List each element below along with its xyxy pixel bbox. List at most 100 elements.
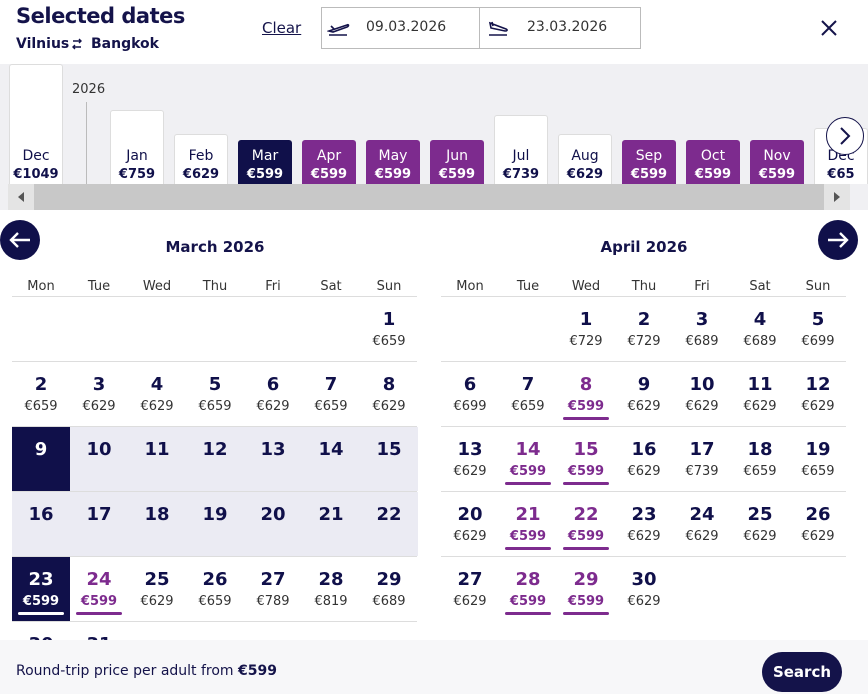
next-month[interactable] xyxy=(818,220,858,260)
day-cell[interactable]: 16 €629 xyxy=(615,427,673,491)
day-cell[interactable]: 17 xyxy=(70,492,128,556)
day-cell[interactable]: 30 €629 xyxy=(615,557,673,621)
day-cell[interactable]: 21 €599 xyxy=(499,492,557,556)
month-bar[interactable]: Sep €599 xyxy=(622,140,676,184)
day-cell[interactable]: 3 €689 xyxy=(673,297,731,361)
day-cell[interactable]: 18 €659 xyxy=(731,427,789,491)
month-bar[interactable]: Aug €629 xyxy=(558,134,612,184)
day-price: €739 xyxy=(685,464,719,479)
day-cell[interactable]: 10 xyxy=(70,427,128,491)
month-bar[interactable]: Jun €599 xyxy=(430,140,484,184)
day-cell[interactable]: 20 xyxy=(244,492,302,556)
day-cell[interactable]: 29 €599 xyxy=(557,557,615,621)
day-cell[interactable]: 14 €599 xyxy=(499,427,557,491)
day-cell[interactable]: 29 €689 xyxy=(360,557,418,621)
day-cell[interactable]: 13 xyxy=(244,427,302,491)
day-cell[interactable]: 17 €739 xyxy=(673,427,731,491)
day-cell[interactable]: 23 €599 xyxy=(12,557,70,621)
day-cell[interactable]: 2 €659 xyxy=(12,362,70,426)
day-cell[interactable]: 19 €659 xyxy=(789,427,847,491)
strip-next[interactable] xyxy=(826,117,864,155)
day-cell[interactable]: 26 €659 xyxy=(186,557,244,621)
day-number: 1 xyxy=(579,309,593,330)
depart-date[interactable]: 09.03.2026 xyxy=(366,19,447,35)
day-number: 24 xyxy=(689,504,715,525)
day-cell[interactable]: 28 €819 xyxy=(302,557,360,621)
month-bar[interactable]: Dec €1049 xyxy=(9,64,63,184)
close-button[interactable] xyxy=(820,19,838,37)
day-cell[interactable]: 9 €629 xyxy=(615,362,673,426)
month-bar[interactable]: Nov €599 xyxy=(750,140,804,184)
day-cell[interactable]: 13 €629 xyxy=(441,427,499,491)
day-cell[interactable]: 7 €659 xyxy=(499,362,557,426)
day-cell[interactable]: 7 €659 xyxy=(302,362,360,426)
prev-month[interactable] xyxy=(0,220,40,260)
day-cell[interactable]: 15 xyxy=(360,427,418,491)
day-number: 1 xyxy=(382,309,396,330)
month-bar[interactable]: Oct €599 xyxy=(686,140,740,184)
date-inputs xyxy=(321,7,641,49)
month-bar[interactable]: Mar €599 xyxy=(238,140,292,184)
day-cell[interactable]: 26 €629 xyxy=(789,492,847,556)
clear-button[interactable]: Clear xyxy=(262,19,302,37)
day-cell[interactable]: 28 €599 xyxy=(499,557,557,621)
day-number: 28 xyxy=(515,569,541,590)
day-cell[interactable]: 15 €599 xyxy=(557,427,615,491)
day-cell[interactable]: 4 €629 xyxy=(128,362,186,426)
search-button[interactable]: Search xyxy=(762,652,842,692)
day-cell[interactable]: 22 xyxy=(360,492,418,556)
month-label: Oct xyxy=(700,148,726,164)
day-cell[interactable]: 14 xyxy=(302,427,360,491)
scroll-right[interactable] xyxy=(824,184,850,210)
day-cell[interactable]: 1 €729 xyxy=(557,297,615,361)
day-cell[interactable]: 12 €629 xyxy=(789,362,847,426)
month-price: €629 xyxy=(182,167,220,182)
scroll-left[interactable] xyxy=(8,184,34,210)
month-bar[interactable]: Jan €759 xyxy=(110,110,164,184)
month-bar[interactable]: May €599 xyxy=(366,140,420,184)
day-cell[interactable]: 31 xyxy=(70,622,128,640)
day-cell[interactable]: 20 €629 xyxy=(441,492,499,556)
day-cell[interactable]: 11 xyxy=(128,427,186,491)
day-cell[interactable]: 6 €629 xyxy=(244,362,302,426)
day-cell[interactable]: 30 xyxy=(12,622,70,640)
day-cell[interactable]: 4 €689 xyxy=(731,297,789,361)
day-cell[interactable]: 18 xyxy=(128,492,186,556)
day-cell[interactable]: 23 €629 xyxy=(615,492,673,556)
origin: Vilnius xyxy=(16,36,70,52)
day-cell[interactable]: 24 €629 xyxy=(673,492,731,556)
weekday: Mon xyxy=(456,279,484,294)
row-line xyxy=(441,491,846,492)
day-number: 7 xyxy=(324,374,338,395)
day-cell[interactable]: 12 xyxy=(186,427,244,491)
month-price: €759 xyxy=(118,167,156,182)
month-bar[interactable]: Jul €739 xyxy=(494,115,548,184)
weekday: Thu xyxy=(631,279,657,294)
day-cell[interactable]: 19 xyxy=(186,492,244,556)
day-cell[interactable]: 8 €599 xyxy=(557,362,615,426)
day-number: 8 xyxy=(579,374,593,395)
day-cell[interactable]: 27 €789 xyxy=(244,557,302,621)
day-cell[interactable]: 16 xyxy=(12,492,70,556)
day-cell[interactable]: 21 xyxy=(302,492,360,556)
day-cell[interactable]: 25 €629 xyxy=(128,557,186,621)
day-cell[interactable]: 1 €659 xyxy=(360,297,418,361)
month-bar[interactable]: Apr €599 xyxy=(302,140,356,184)
day-cell[interactable]: 5 €699 xyxy=(789,297,847,361)
day-cell[interactable]: 5 €659 xyxy=(186,362,244,426)
day-cell[interactable]: 3 €629 xyxy=(70,362,128,426)
day-price: €629 xyxy=(627,594,661,609)
day-cell[interactable]: 24 €599 xyxy=(70,557,128,621)
day-cell[interactable]: 27 €629 xyxy=(441,557,499,621)
day-cell[interactable]: 9 xyxy=(12,427,70,491)
month-bar[interactable]: Feb €629 xyxy=(174,134,228,184)
day-number: 18 xyxy=(747,439,773,460)
day-cell[interactable]: 2 €729 xyxy=(615,297,673,361)
return-date[interactable]: 23.03.2026 xyxy=(527,19,608,35)
day-cell[interactable]: 6 €699 xyxy=(441,362,499,426)
day-cell[interactable]: 11 €629 xyxy=(731,362,789,426)
day-cell[interactable]: 22 €599 xyxy=(557,492,615,556)
day-cell[interactable]: 10 €629 xyxy=(673,362,731,426)
day-cell[interactable]: 25 €629 xyxy=(731,492,789,556)
day-cell[interactable]: 8 €629 xyxy=(360,362,418,426)
